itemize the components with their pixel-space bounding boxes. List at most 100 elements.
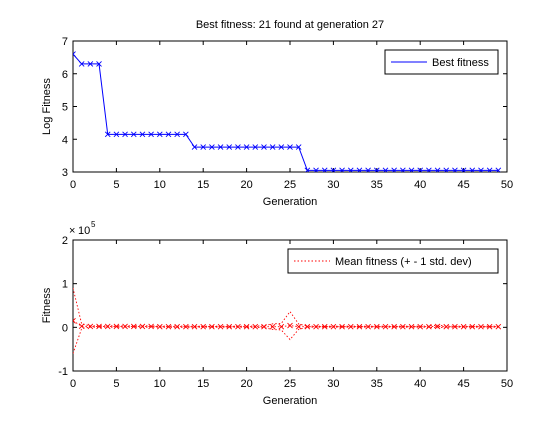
data-point xyxy=(243,144,250,150)
legend-label: Best fitness xyxy=(432,57,489,69)
data-point xyxy=(165,323,172,330)
y-tick-label: 7 xyxy=(62,36,68,48)
data-point xyxy=(400,323,406,330)
x-tick-label: 25 xyxy=(284,179,296,191)
data-point xyxy=(321,167,328,172)
x-tick-label: 5 xyxy=(113,378,119,390)
data-point xyxy=(469,323,476,330)
chart-title: Best fitness: 21 found at generation 27 xyxy=(196,19,384,31)
data-point xyxy=(165,131,172,138)
x-tick-label: 50 xyxy=(501,378,513,390)
series-line-best-fitness xyxy=(73,53,499,171)
data-point xyxy=(373,323,380,330)
series-line-mean-fitness xyxy=(73,320,499,328)
data-point xyxy=(339,323,345,330)
data-point xyxy=(183,131,189,138)
data-point xyxy=(278,323,285,330)
data-point xyxy=(191,323,198,330)
data-point xyxy=(287,144,293,150)
data-point xyxy=(373,167,380,172)
y-tick-label: 1 xyxy=(62,279,68,291)
data-point xyxy=(330,323,337,330)
data-point xyxy=(339,167,345,172)
data-point xyxy=(243,323,250,330)
data-point xyxy=(156,323,163,330)
data-point xyxy=(304,167,311,172)
y-axis-label: Log Fitness xyxy=(41,78,53,135)
data-point xyxy=(478,323,484,330)
y-exponent-power: 5 xyxy=(91,220,96,229)
data-point xyxy=(486,167,493,172)
x-tick-label: 30 xyxy=(327,378,339,390)
legend-label: Mean fitness (+ - 1 std. dev) xyxy=(335,256,472,268)
data-point xyxy=(365,323,371,330)
x-tick-label: 40 xyxy=(414,378,426,390)
data-point xyxy=(73,51,76,57)
data-point xyxy=(191,144,198,150)
data-point xyxy=(122,131,128,138)
data-point xyxy=(156,131,163,138)
x-tick-label: 10 xyxy=(154,179,166,191)
y-tick-label: 6 xyxy=(62,69,68,81)
data-point xyxy=(434,167,441,172)
x-tick-label: 30 xyxy=(327,179,339,191)
data-point xyxy=(200,323,207,330)
data-point xyxy=(287,322,293,329)
data-point xyxy=(400,167,406,172)
data-point xyxy=(408,167,415,172)
data-point xyxy=(148,323,154,330)
data-point xyxy=(96,323,102,330)
data-point xyxy=(209,323,215,330)
data-point xyxy=(217,144,224,150)
data-point xyxy=(295,323,302,330)
data-point xyxy=(417,323,424,330)
x-tick-label: 0 xyxy=(70,179,76,191)
data-point xyxy=(469,167,476,172)
data-point xyxy=(486,323,493,330)
data-point xyxy=(139,323,146,330)
data-point xyxy=(200,144,207,150)
data-point xyxy=(443,167,450,172)
x-tick-label: 35 xyxy=(371,179,383,191)
data-point xyxy=(426,323,432,330)
data-point xyxy=(78,323,85,330)
data-point xyxy=(304,323,311,330)
x-tick-label: 15 xyxy=(197,378,209,390)
data-point xyxy=(261,323,267,330)
x-tick-label: 40 xyxy=(414,179,426,191)
x-tick-label: 45 xyxy=(457,179,469,191)
data-point xyxy=(278,144,285,150)
series-group xyxy=(73,287,502,354)
data-point xyxy=(295,144,302,150)
data-point xyxy=(321,323,328,330)
data-point xyxy=(130,131,137,138)
x-tick-label: 45 xyxy=(457,378,469,390)
data-point xyxy=(174,131,180,138)
data-point xyxy=(452,323,458,330)
data-point xyxy=(313,167,319,172)
x-tick-label: 35 xyxy=(371,378,383,390)
data-point xyxy=(478,167,484,172)
data-point xyxy=(261,144,267,150)
data-point xyxy=(148,131,154,138)
data-point xyxy=(78,61,85,67)
x-tick-label: 10 xyxy=(154,378,166,390)
data-point xyxy=(408,323,415,330)
data-point xyxy=(174,323,180,330)
y-tick-label: 5 xyxy=(62,102,68,114)
y-tick-label: 3 xyxy=(62,167,68,179)
data-point xyxy=(269,144,276,150)
data-point xyxy=(495,323,502,330)
y-tick-label: 4 xyxy=(62,134,68,146)
data-point xyxy=(391,323,397,330)
data-point xyxy=(226,144,233,150)
data-point xyxy=(87,61,94,67)
y-axis-label: Fitness xyxy=(41,287,53,323)
y-exponent-times: × xyxy=(69,225,75,237)
series-group xyxy=(73,51,502,172)
data-point xyxy=(226,323,233,330)
data-point xyxy=(495,167,502,172)
data-point xyxy=(443,323,450,330)
